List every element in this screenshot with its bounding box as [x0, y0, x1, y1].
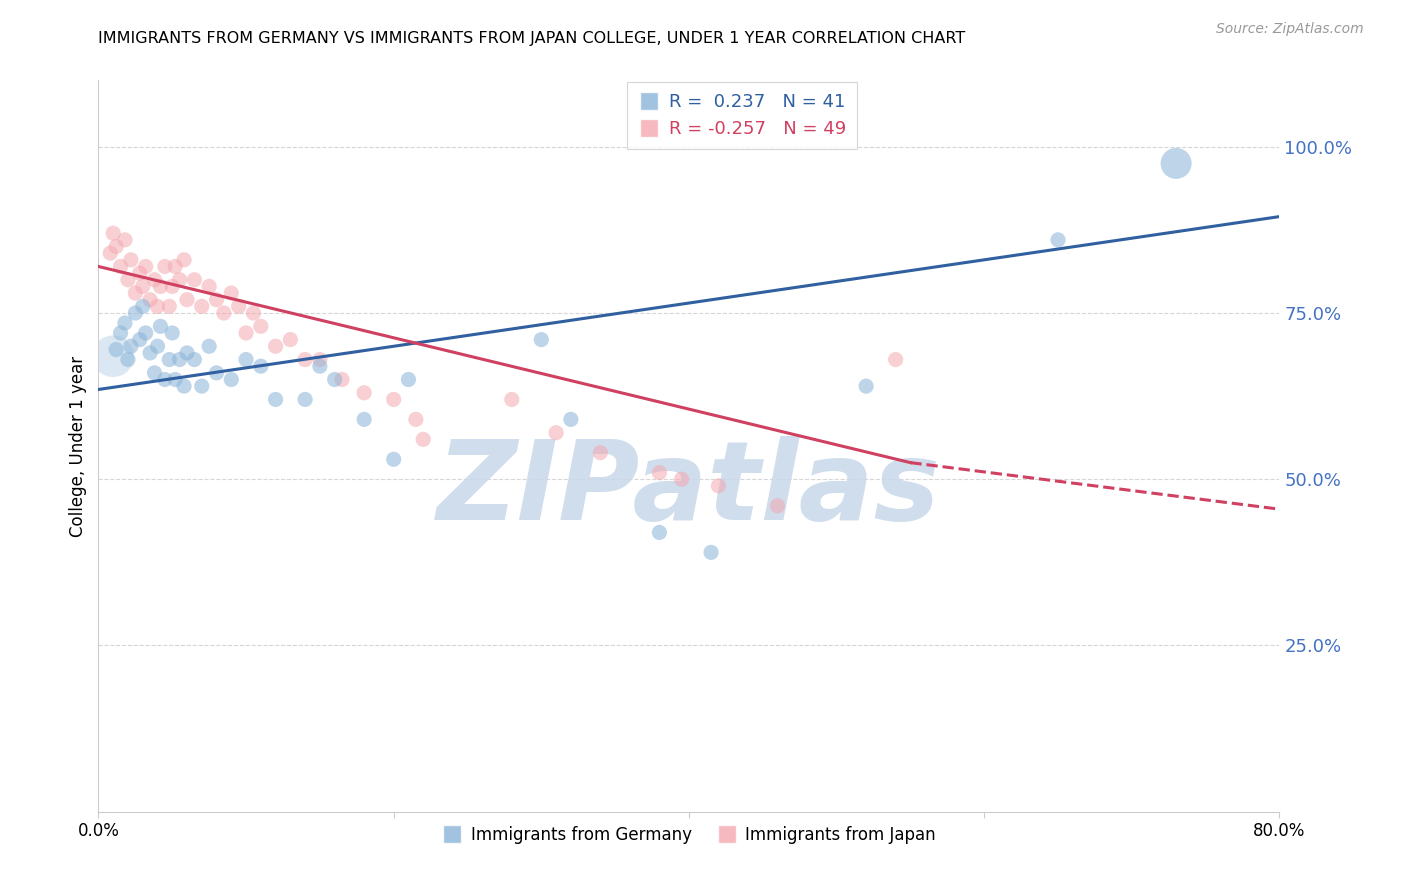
- Point: [205, 293, 228, 307]
- Point: [173, 252, 195, 267]
- Point: [105, 239, 128, 253]
- Point: [132, 299, 155, 313]
- Point: [176, 293, 198, 307]
- Point: [242, 306, 264, 320]
- Point: [560, 412, 582, 426]
- Point: [671, 472, 693, 486]
- Point: [183, 273, 205, 287]
- Point: [212, 306, 235, 320]
- Point: [205, 366, 228, 380]
- Legend: Immigrants from Germany, Immigrants from Japan: Immigrants from Germany, Immigrants from…: [436, 820, 942, 851]
- Point: [648, 466, 671, 480]
- Point: [235, 326, 257, 340]
- Point: [398, 372, 420, 386]
- Point: [135, 260, 157, 274]
- Point: [589, 445, 612, 459]
- Point: [250, 319, 273, 334]
- Point: [139, 346, 162, 360]
- Point: [153, 260, 176, 274]
- Point: [110, 326, 132, 340]
- Point: [149, 319, 172, 334]
- Point: [228, 299, 250, 313]
- Point: [143, 273, 166, 287]
- Point: [149, 279, 172, 293]
- Point: [157, 352, 180, 367]
- Point: [128, 333, 150, 347]
- Point: [353, 412, 375, 426]
- Point: [146, 339, 169, 353]
- Point: [176, 346, 198, 360]
- Point: [132, 279, 155, 293]
- Point: [884, 352, 907, 367]
- Point: [221, 286, 243, 301]
- Point: [1166, 156, 1188, 170]
- Point: [405, 412, 427, 426]
- Point: [153, 372, 176, 386]
- Point: [135, 326, 157, 340]
- Point: [546, 425, 568, 440]
- Point: [114, 316, 136, 330]
- Point: [309, 359, 332, 374]
- Point: [124, 286, 146, 301]
- Point: [235, 352, 257, 367]
- Point: [309, 352, 332, 367]
- Point: [120, 339, 142, 353]
- Point: [162, 279, 183, 293]
- Point: [530, 333, 553, 347]
- Point: [128, 266, 150, 280]
- Point: [169, 352, 191, 367]
- Point: [183, 352, 205, 367]
- Text: ZIPatlas: ZIPatlas: [437, 436, 941, 543]
- Point: [120, 252, 142, 267]
- Point: [294, 392, 316, 407]
- Point: [165, 372, 187, 386]
- Point: [117, 273, 139, 287]
- Point: [173, 379, 195, 393]
- Point: [707, 479, 730, 493]
- Point: [157, 299, 180, 313]
- Point: [264, 339, 287, 353]
- Point: [143, 366, 166, 380]
- Point: [280, 333, 302, 347]
- Point: [648, 525, 671, 540]
- Point: [198, 339, 221, 353]
- Point: [117, 352, 139, 367]
- Point: [169, 273, 191, 287]
- Point: [323, 372, 346, 386]
- Point: [198, 279, 221, 293]
- Point: [412, 433, 434, 447]
- Point: [382, 452, 405, 467]
- Y-axis label: College, Under 1 year: College, Under 1 year: [69, 355, 87, 537]
- Point: [191, 379, 214, 393]
- Point: [330, 372, 353, 386]
- Point: [165, 260, 187, 274]
- Point: [98, 246, 121, 260]
- Point: [139, 293, 162, 307]
- Point: [353, 385, 375, 400]
- Point: [221, 372, 243, 386]
- Point: [264, 392, 287, 407]
- Point: [124, 306, 146, 320]
- Point: [382, 392, 405, 407]
- Text: IMMIGRANTS FROM GERMANY VS IMMIGRANTS FROM JAPAN COLLEGE, UNDER 1 YEAR CORRELATI: IMMIGRANTS FROM GERMANY VS IMMIGRANTS FR…: [98, 31, 966, 46]
- Point: [855, 379, 877, 393]
- Point: [1046, 233, 1070, 247]
- Point: [110, 260, 132, 274]
- Text: Source: ZipAtlas.com: Source: ZipAtlas.com: [1216, 22, 1364, 37]
- Point: [501, 392, 523, 407]
- Point: [250, 359, 273, 374]
- Point: [294, 352, 316, 367]
- Point: [103, 349, 125, 363]
- Point: [162, 326, 183, 340]
- Point: [105, 343, 128, 357]
- Point: [146, 299, 169, 313]
- Point: [103, 226, 125, 240]
- Point: [700, 545, 723, 559]
- Point: [191, 299, 214, 313]
- Point: [766, 499, 789, 513]
- Point: [114, 233, 136, 247]
